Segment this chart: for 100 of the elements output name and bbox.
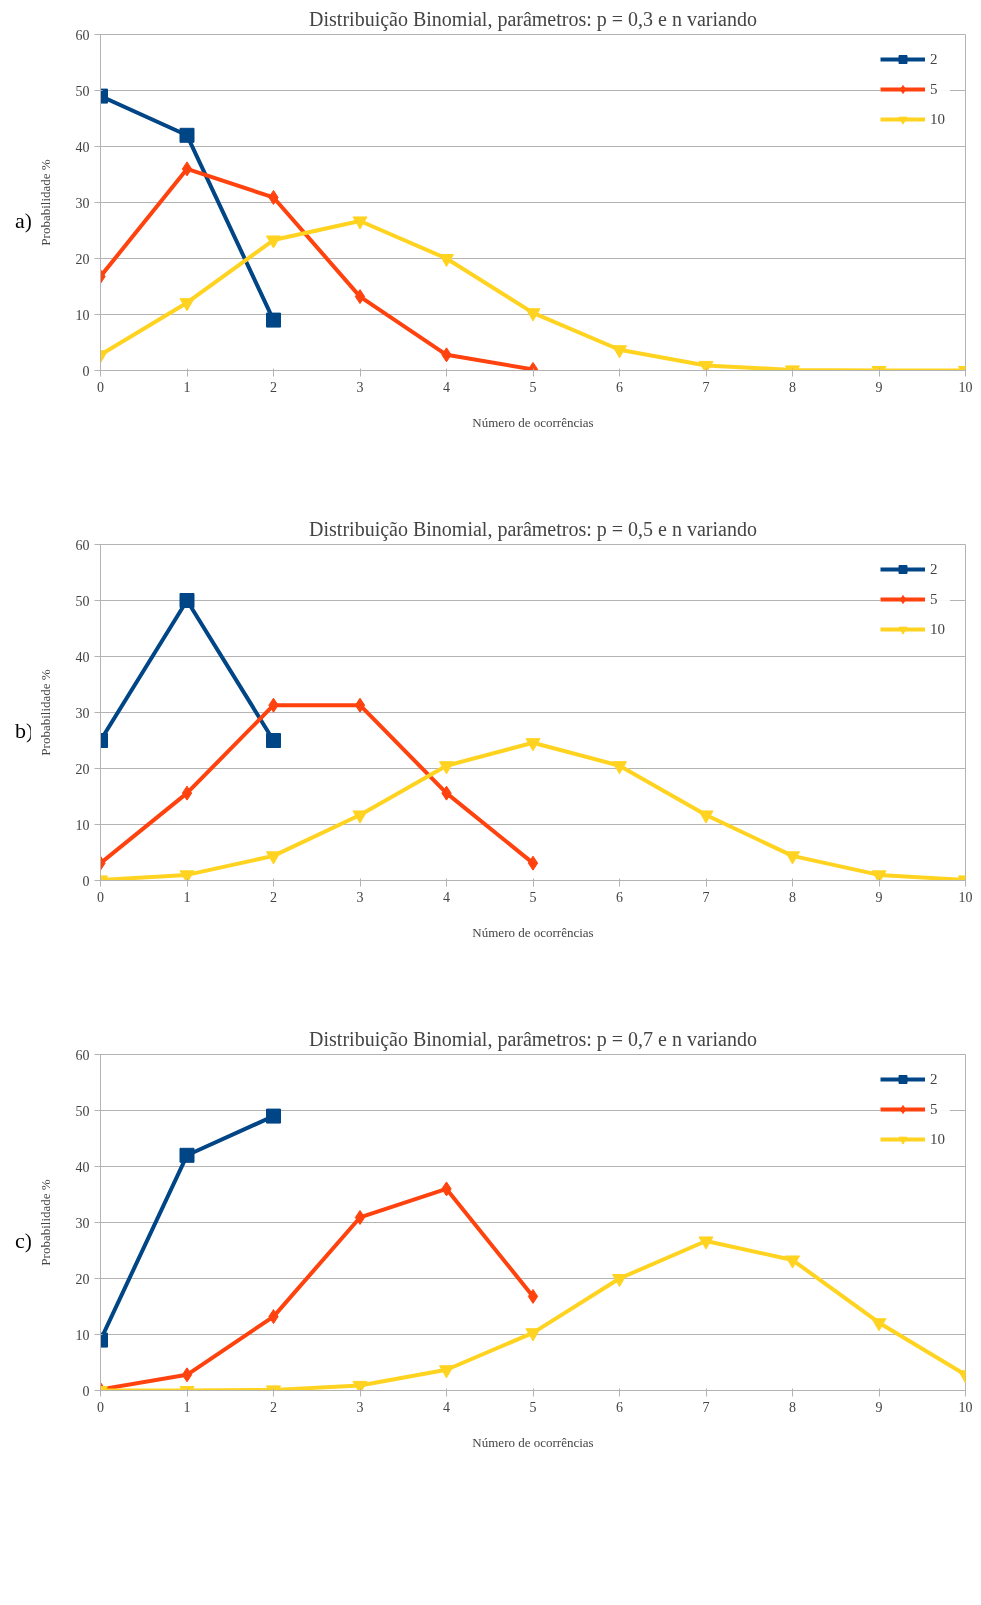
y-tick-label: 30 [75,195,90,211]
point [525,738,541,752]
y-tick-label: 30 [75,1215,90,1231]
x-tick-label: 0 [97,1399,104,1415]
y-tick-label: 40 [75,649,90,665]
point [612,1273,627,1288]
x-tick-label: 4 [443,379,450,395]
point [266,1108,281,1124]
point [179,593,195,608]
y-tick-label: 10 [75,817,90,833]
x-tick-label: 3 [356,1399,364,1415]
y-tick-label: 60 [75,27,90,43]
y-tick-label: 50 [75,593,90,609]
legend-label: 10 [930,620,946,638]
legend-label: 10 [930,110,946,128]
x-tick-label: 5 [529,379,537,395]
y-tick-label: 10 [75,1327,90,1343]
x-tick-label: 0 [97,379,104,395]
y-tick-label: 0 [82,363,90,379]
y-tick-label: 20 [75,1271,90,1287]
x-axis-title: Número de ocorrências [472,414,594,430]
x-tick-label: 3 [356,889,364,905]
point [181,1367,193,1383]
point [698,810,714,824]
x-tick-label: 7 [702,379,710,395]
text: a) [15,207,33,235]
point [266,733,281,748]
point [439,253,454,268]
legend-label: 5 [930,1100,939,1118]
y-tick-label: 60 [75,1047,90,1063]
legend-label: 5 [930,80,939,98]
x-tick-label: 6 [616,1399,623,1415]
legend-label: 2 [930,560,939,578]
x-tick-label: 5 [529,1399,537,1415]
y-tick-label: 20 [75,251,90,267]
chart-title: Distribuição Binomial, parâmetros: p = 0,7 e n variando [309,1027,757,1051]
chart-title: Distribuição Binomial, parâmetros: p = 0,5 e n variando [309,517,757,541]
x-tick-label: 7 [702,889,710,905]
y-tick-label: 30 [75,705,90,721]
point [439,761,454,775]
y-tick-label: 60 [75,537,90,553]
y-tick-label: 50 [75,1103,90,1119]
legend-label: 2 [930,1070,939,1088]
point [525,308,541,322]
point [785,1255,800,1269]
x-tick-label: 2 [270,1399,277,1415]
x-tick-label: 6 [616,379,623,395]
point [439,1365,454,1379]
point [266,312,281,328]
point [179,298,195,312]
x-tick-label: 7 [702,1399,710,1415]
point [179,1147,195,1163]
legend-label: 5 [930,590,939,608]
y-axis-title: Probabilidade % [37,159,53,246]
point [179,127,195,143]
x-tick-label: 9 [875,379,883,395]
x-tick-label: 1 [183,379,191,395]
point [527,855,539,871]
x-tick-label: 10 [958,1399,973,1415]
point [354,1209,366,1225]
x-tick-label: 0 [97,889,104,905]
x-tick-label: 3 [356,379,364,395]
y-tick-label: 20 [75,761,90,777]
point [871,1318,887,1332]
point [612,345,627,359]
y-axis-title: Probabilidade % [37,1179,53,1266]
x-tick-label: 2 [270,889,277,905]
point [354,697,366,713]
y-tick-label: 50 [75,83,90,99]
point [266,851,281,865]
point [525,1328,541,1342]
x-tick-label: 6 [616,889,623,905]
x-tick-label: 4 [443,889,450,905]
point [612,761,627,775]
x-axis-title: Número de ocorrências [472,924,594,940]
y-tick-label: 40 [75,1159,90,1175]
point [352,810,368,824]
y-tick-label: 0 [82,1383,90,1399]
x-tick-label: 9 [875,889,883,905]
x-axis-title: Número de ocorrências [472,1434,594,1450]
legend-label: 10 [930,1130,946,1148]
point [266,235,281,249]
point [354,289,366,305]
x-tick-label: 1 [183,1399,191,1415]
point [181,161,193,177]
x-tick-label: 8 [789,1399,796,1415]
text: c) [15,1227,33,1255]
x-tick-label: 10 [958,889,973,905]
point [527,1288,539,1304]
point [785,851,800,865]
y-tick-label: 0 [82,873,90,889]
point [698,1236,714,1250]
x-tick-label: 8 [789,379,796,395]
chart-title: Distribuição Binomial, parâmetros: p = 0,3 e n variando [309,7,757,31]
point [181,785,193,801]
y-tick-label: 10 [75,307,90,323]
y-axis-title: Probabilidade % [37,669,53,756]
point [352,216,368,230]
y-tick-label: 40 [75,139,90,155]
x-tick-label: 5 [529,889,537,905]
